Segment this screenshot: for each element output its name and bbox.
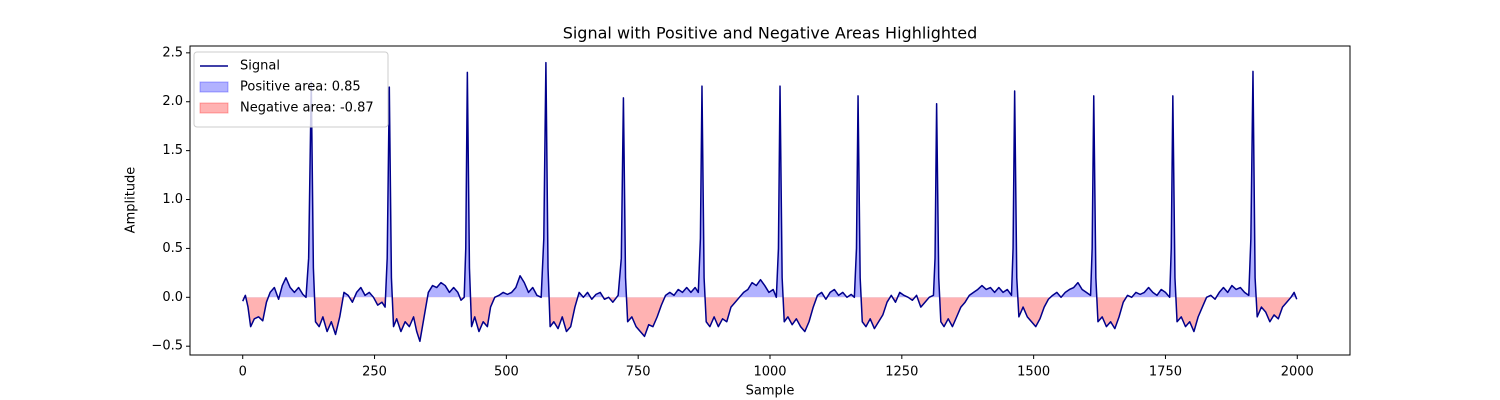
y-tick-label: 0.0 — [162, 290, 183, 305]
x-tick-label: 0 — [239, 365, 247, 380]
y-tick-label: 0.5 — [162, 241, 183, 256]
y-tick-label: 2.0 — [162, 94, 183, 109]
legend-box — [193, 51, 389, 128]
axes-frame — [189, 45, 1351, 356]
signal-line — [242, 61, 1298, 343]
x-tick-label: 1750 — [1149, 365, 1182, 380]
x-tick-label: 250 — [362, 365, 387, 380]
x-tick-label: 750 — [626, 365, 651, 380]
legend-label: Negative area: -0.87 — [240, 101, 374, 116]
y-tick-label: −0.5 — [151, 339, 183, 354]
legend-patch — [199, 102, 229, 114]
x-tick-label: 500 — [494, 365, 519, 380]
y-tick-label: 1.0 — [162, 192, 183, 207]
legend-patch — [199, 81, 229, 93]
y-tick-label: 2.5 — [162, 45, 183, 60]
x-tick-label: 2000 — [1281, 365, 1314, 380]
legend-label: Positive area: 0.85 — [240, 80, 361, 95]
legend-label: Signal — [240, 59, 280, 74]
x-tick-label: 1250 — [885, 365, 918, 380]
x-axis-label: Sample — [746, 384, 795, 399]
y-axis-label: Amplitude — [124, 167, 139, 234]
y-tick-label: 1.5 — [162, 143, 183, 158]
area-fill — [242, 297, 1297, 342]
x-tick-label: 1000 — [753, 365, 786, 380]
x-tick-label: 1500 — [1017, 365, 1050, 380]
chart-title: Signal with Positive and Negative Areas … — [563, 24, 978, 43]
